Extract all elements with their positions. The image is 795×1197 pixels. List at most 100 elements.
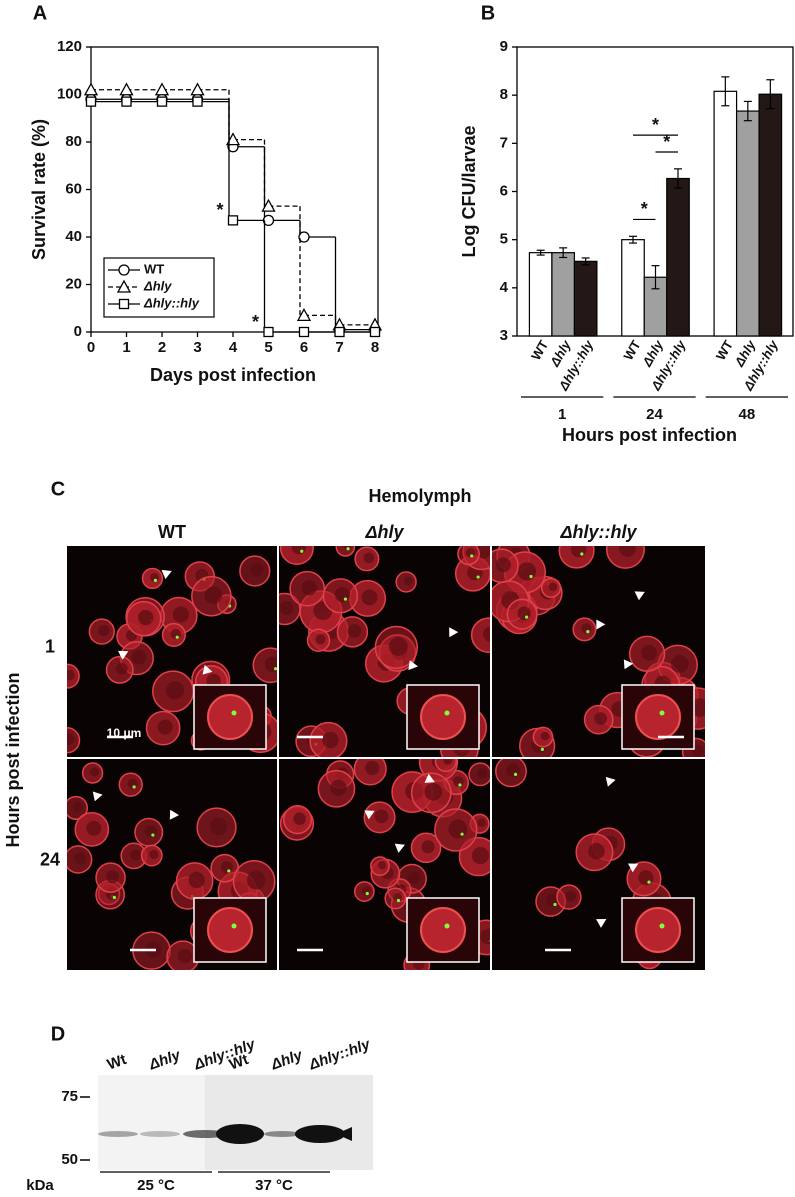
cell-nucleus xyxy=(246,871,266,890)
cell-nucleus xyxy=(477,768,488,779)
marker xyxy=(190,82,205,96)
bacterium xyxy=(580,552,584,556)
panel-label: B xyxy=(481,2,495,24)
cell-nucleus xyxy=(506,763,520,778)
cells xyxy=(279,759,490,970)
error-bar xyxy=(651,265,660,290)
marker-label: 50 xyxy=(61,1151,78,1168)
y-tick-label: 8 xyxy=(500,86,508,103)
cell-nucleus xyxy=(74,852,87,865)
arrowhead xyxy=(449,627,459,638)
arrowhead xyxy=(424,773,435,783)
bacterium xyxy=(476,575,480,579)
cell-nucleus xyxy=(204,586,223,605)
band xyxy=(216,1124,264,1144)
micrograph xyxy=(492,546,705,757)
cell-nucleus xyxy=(149,849,159,860)
x-tick-label: 8 xyxy=(371,339,379,356)
x-axis-title: Hours post infection xyxy=(562,425,737,445)
marker xyxy=(298,231,310,243)
cell-nucleus xyxy=(322,731,339,749)
column-header: Δhly::hly xyxy=(559,522,637,542)
x-tick-label: 5 xyxy=(264,339,272,356)
marker xyxy=(225,132,241,146)
arrowhead xyxy=(408,660,418,671)
marker xyxy=(119,82,134,96)
bacterium xyxy=(460,832,464,836)
y-tick-label: 40 xyxy=(65,228,82,245)
cell-nucleus xyxy=(188,871,205,889)
row-axis-title: Hours post infection xyxy=(3,673,23,848)
arrowhead xyxy=(596,619,606,630)
x-tick-label: 1 xyxy=(558,406,566,423)
cell-nucleus xyxy=(86,820,102,836)
cell-nucleus xyxy=(670,655,689,673)
significance-mark: * xyxy=(663,132,670,152)
cell-nucleus xyxy=(157,719,173,735)
lane-label: Δhly xyxy=(146,1046,183,1073)
cell-nucleus xyxy=(548,582,558,592)
bacterium xyxy=(513,772,518,776)
inset-cell xyxy=(207,694,253,740)
x-tick-label: 6 xyxy=(300,339,308,356)
cell-nucleus xyxy=(691,744,704,757)
bacterium xyxy=(227,869,231,873)
cell-nucleus xyxy=(453,776,464,787)
y-tick-label: 5 xyxy=(500,231,508,248)
cell-nucleus xyxy=(144,825,157,838)
cell-nucleus xyxy=(264,656,277,672)
cell-nucleus xyxy=(480,928,490,945)
cell-nucleus xyxy=(517,562,537,581)
marker xyxy=(369,326,381,338)
cell-nucleus xyxy=(421,840,435,854)
cell-nucleus xyxy=(619,546,636,557)
significance-mark: * xyxy=(641,199,648,219)
cell-nucleus xyxy=(403,576,413,586)
bar xyxy=(713,90,738,337)
cell-nucleus xyxy=(424,782,443,801)
lane-label: Wt xyxy=(227,1051,251,1074)
x-tick-label: 4 xyxy=(229,339,238,356)
inset-bacterium xyxy=(231,710,237,716)
cell-nucleus xyxy=(165,681,185,700)
group-label: 25 °C xyxy=(137,1177,175,1194)
micrograph xyxy=(279,546,490,757)
bar xyxy=(621,239,645,337)
micrograph-title: Hemolymph xyxy=(368,486,471,506)
band xyxy=(183,1130,227,1138)
cell-nucleus xyxy=(293,812,306,825)
y-tick-label: 60 xyxy=(65,180,82,197)
bacterium xyxy=(112,895,116,900)
cell-nucleus xyxy=(565,890,577,902)
bar xyxy=(573,260,598,337)
bacterium xyxy=(346,547,350,551)
arrowhead xyxy=(634,591,645,601)
bacterium xyxy=(489,939,490,942)
bar xyxy=(551,252,576,337)
group-label: 37 °C xyxy=(255,1177,293,1194)
error-bar xyxy=(766,79,775,110)
micrograph xyxy=(67,546,277,757)
error-bar xyxy=(629,235,637,244)
inset-cell xyxy=(420,907,466,953)
cell-nucleus xyxy=(250,563,264,577)
cell-nucleus xyxy=(443,759,453,765)
error-bar xyxy=(581,257,590,266)
bacterium xyxy=(458,783,462,787)
x-tick-label: 3 xyxy=(193,339,201,356)
bacterium xyxy=(365,891,369,896)
micrograph xyxy=(492,759,705,970)
cell-nucleus xyxy=(594,712,608,725)
arrowhead xyxy=(627,863,639,873)
arrowhead xyxy=(118,650,129,660)
error-bar xyxy=(674,168,682,189)
inset-bacterium xyxy=(444,923,450,929)
bacterium xyxy=(132,785,136,789)
bacterium xyxy=(343,597,348,601)
cell-nucleus xyxy=(517,606,531,620)
bacterium xyxy=(273,667,277,671)
cell-nucleus xyxy=(388,636,408,656)
panel-label: A xyxy=(33,2,47,24)
significance-mark: * xyxy=(652,115,659,135)
marker xyxy=(298,326,310,338)
